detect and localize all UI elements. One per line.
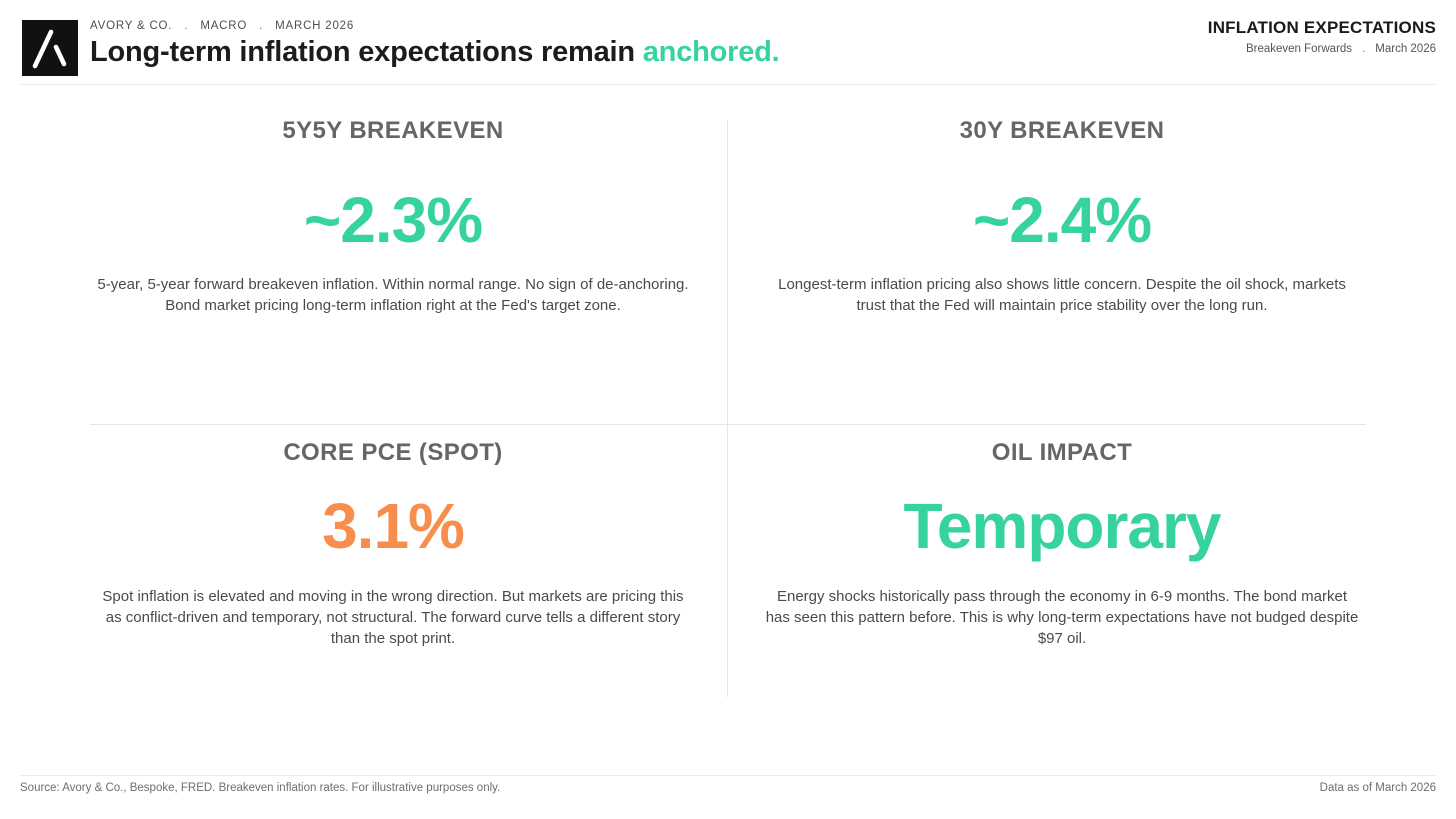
avory-logo [22,20,78,76]
breadcrumb-category: MACRO [200,20,248,32]
header-right: INFLATION EXPECTATIONS Breakeven Forward… [1208,18,1436,55]
stat-description: Spot inflation is elevated and moving in… [102,588,684,647]
stat-description: 5-year, 5-year forward breakeven inflati… [97,276,689,314]
stat-card-core-pce: CORE PCE (SPOT) 3.1% Spot inflation is e… [93,438,693,649]
stat-title: 5Y5Y BREAKEVEN [282,117,504,144]
footer-divider [20,775,1436,776]
stat-title: OIL IMPACT [991,439,1133,466]
stat-value: 3.1% [322,490,465,562]
report-subtitle-date: March 2026 [1375,43,1436,55]
report-subtitle-separator: . [1362,43,1366,55]
breadcrumb-separator: . [184,20,189,32]
stat-title: CORE PCE (SPOT) [283,439,503,466]
page-title-highlight: anchored. [642,36,780,68]
page-title-text: Long-term inflation expectations remain [90,36,643,68]
stat-description: Longest-term inflation pricing also show… [778,276,1346,314]
header-left: AVORY & CO. . MACRO . MARCH 2026 Long-te… [90,20,780,69]
vertical-divider [727,120,728,697]
report-title: INFLATION EXPECTATIONS [1207,18,1436,37]
stat-card-30y-breakeven: 30Y BREAKEVEN ~2.4% Longest-term inflati… [762,116,1362,316]
avory-logo-mark-icon [32,29,67,69]
stat-title: 30Y BREAKEVEN [959,117,1165,144]
breadcrumb-company: AVORY & CO. [90,20,173,32]
breadcrumb-date: MARCH 2026 [275,20,355,32]
footer-data-as-of: Data as of March 2026 [1319,782,1436,794]
header-divider [20,84,1436,85]
stat-description: Energy shocks historically pass through … [765,588,1359,647]
report-subtitle-topic: Breakeven Forwards [1245,43,1353,55]
breadcrumb-separator: . [259,20,264,32]
stat-card-5y5y-breakeven: 5Y5Y BREAKEVEN ~2.3% 5-year, 5-year forw… [93,116,693,316]
breadcrumb: AVORY & CO. . MACRO . MARCH 2026 [90,20,780,32]
page-title: Long-term inflation expectations remain … [90,36,780,69]
stat-value: Temporary [903,490,1221,562]
stat-card-oil-impact: OIL IMPACT Temporary Energy shocks histo… [762,438,1362,649]
report-subtitle: Breakeven Forwards . March 2026 [1208,43,1436,55]
stat-value: ~2.3% [303,184,483,256]
horizontal-divider [90,424,1366,425]
stat-value: ~2.4% [972,184,1152,256]
footer-source: Source: Avory & Co., Bespoke, FRED. Brea… [20,782,501,794]
